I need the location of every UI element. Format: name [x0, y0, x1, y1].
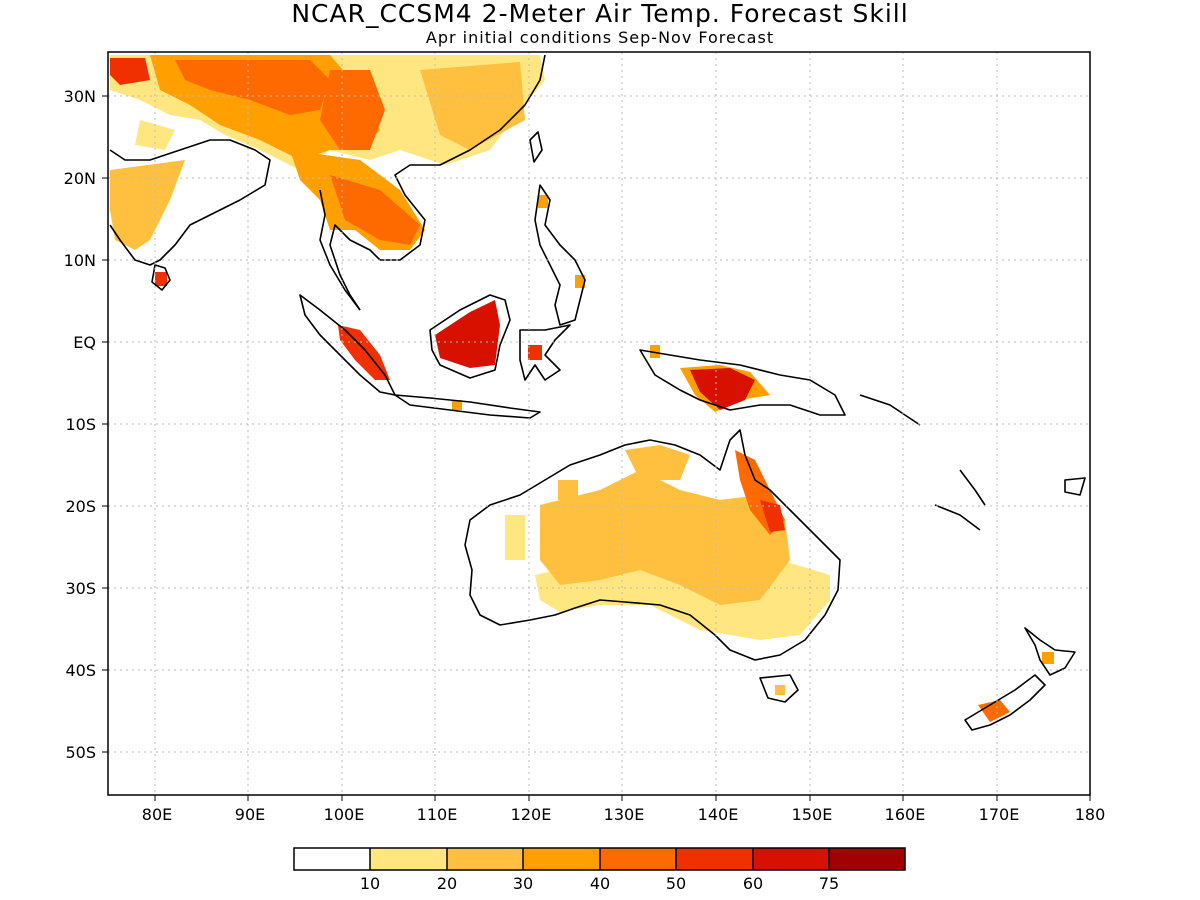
- lat-label: 50S: [65, 743, 96, 762]
- shading-philippines: [575, 275, 585, 288]
- colorbar-bin: [447, 848, 523, 870]
- shading-queensland-red: [760, 500, 785, 532]
- shading-tibet-red: [175, 60, 330, 115]
- shading-indochina-red: [330, 175, 420, 245]
- colorbar-label: 10: [360, 874, 380, 893]
- shading-nw-corner: [110, 58, 150, 85]
- shading-india-yellow: [135, 120, 175, 150]
- coast-malay: [319, 189, 361, 311]
- lat-labels: 30N 20N 10N EQ 10S 20S 30S 40S 50S: [64, 87, 96, 762]
- coast-tasmania: [759, 674, 799, 703]
- colorbar-bin: [600, 848, 676, 870]
- coast-philippines: [534, 184, 586, 326]
- colorbar-bin: [753, 848, 829, 870]
- lon-label: 140E: [698, 805, 739, 824]
- shading-australia-north: [625, 445, 690, 480]
- shading-east-china: [420, 62, 525, 150]
- lat-label: EQ: [73, 333, 96, 352]
- shading-nz-south: [978, 700, 1010, 722]
- coast-sulawesi: [519, 324, 571, 381]
- lat-label: 30S: [65, 579, 96, 598]
- lon-labels: 80E 90E 100E 110E 120E 130E 140E 150E 16…: [142, 805, 1106, 824]
- shading-india: [110, 160, 185, 250]
- coast-sri-lanka: [151, 264, 171, 291]
- lon-label: 180: [1075, 805, 1106, 824]
- shading-sri-lanka: [155, 272, 167, 286]
- colorbar-label: 75: [819, 874, 839, 893]
- map-subtitle: Apr initial conditions Sep-Nov Forecast: [425, 28, 775, 47]
- lat-label: 10S: [65, 415, 96, 434]
- coast-vanuatu: [959, 469, 986, 506]
- lat-label: 20S: [65, 497, 96, 516]
- gridlines: [108, 52, 1090, 795]
- coast-sumatra: [299, 294, 396, 396]
- shading-west-papua: [650, 345, 660, 358]
- lat-label: 20N: [64, 169, 96, 188]
- colorbar: 10 20 30 40 50 60 75: [293, 847, 906, 893]
- lon-label: 150E: [792, 805, 833, 824]
- colorbar-bin: [829, 848, 905, 870]
- colorbar-bin: [676, 848, 753, 870]
- lat-label: 10N: [64, 251, 96, 270]
- lon-label: 90E: [235, 805, 265, 824]
- shading-australia-main: [540, 470, 790, 605]
- lon-label: 80E: [142, 805, 172, 824]
- shading-yunnan: [320, 70, 385, 150]
- coast-java: [394, 394, 541, 419]
- coast-nz-north: [1024, 627, 1076, 676]
- coast-taiwan: [529, 131, 543, 163]
- coast-india: [109, 139, 271, 266]
- shading-borneo: [435, 300, 500, 368]
- lon-label: 160E: [885, 805, 926, 824]
- map-title: NCAR_CCSM4 2-Meter Air Temp. Forecast Sk…: [291, 0, 909, 28]
- shading-java: [452, 400, 462, 410]
- shading-nz-north: [1042, 652, 1054, 664]
- shading-new-guinea-red: [690, 368, 755, 410]
- lon-label: 100E: [324, 805, 365, 824]
- coast-solomons: [859, 394, 921, 426]
- coast-nz-south: [964, 674, 1046, 731]
- coast-fiji: [1064, 477, 1086, 496]
- shading-tasmania: [775, 685, 785, 695]
- lon-label: 130E: [604, 805, 645, 824]
- coastlines: [109, 54, 1086, 731]
- shading-sulawesi: [528, 345, 542, 360]
- colorbar-bin: [370, 848, 447, 870]
- colorbar-bin: [294, 848, 370, 870]
- coast-new-guinea: [639, 349, 846, 416]
- coast-australia: [464, 429, 841, 661]
- shading-australia-sw: [505, 515, 525, 560]
- shading-nw-australia: [558, 480, 578, 500]
- lon-label: 120E: [511, 805, 552, 824]
- lon-label: 170E: [979, 805, 1020, 824]
- colorbar-label: 20: [437, 874, 457, 893]
- colorbar-label: 30: [513, 874, 533, 893]
- coast-new-caledonia: [934, 504, 981, 531]
- lon-label: 110E: [417, 805, 458, 824]
- coast-east-asia: [329, 54, 546, 311]
- coast-borneo: [429, 294, 511, 379]
- colorbar-label: 40: [590, 874, 610, 893]
- shading-philippines-n: [538, 195, 548, 208]
- lat-label: 30N: [64, 87, 96, 106]
- colorbar-label: 60: [743, 874, 763, 893]
- colorbar-bin: [523, 848, 600, 870]
- tick-marks: [102, 95, 1091, 801]
- lat-label: 40S: [65, 661, 96, 680]
- colorbar-label: 50: [666, 874, 686, 893]
- skill-shading: [110, 55, 1054, 722]
